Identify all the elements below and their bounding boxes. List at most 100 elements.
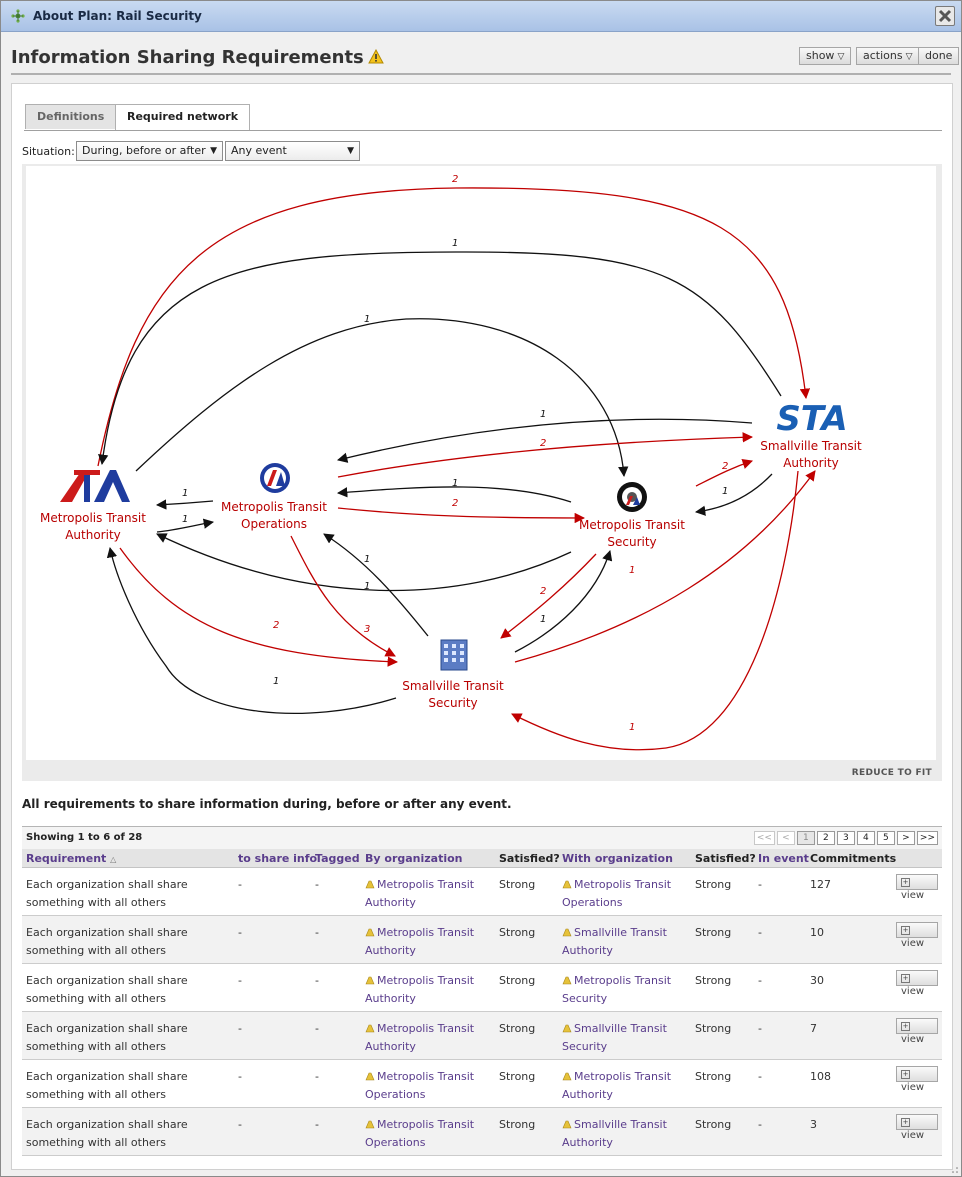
by-organization-link[interactable]: Metropolis Transit Authority [365, 1022, 475, 1053]
window-titlebar[interactable]: About Plan: Rail Security [1, 1, 961, 32]
edge-mto-sta[interactable] [337, 432, 754, 478]
expand-icon: + [901, 926, 910, 935]
with-organization-link[interactable]: Smallville Transit Authority [562, 926, 667, 957]
timing-select[interactable]: During, before or after ▼ [76, 141, 223, 161]
edge-mto-mta[interactable] [155, 499, 214, 510]
in-event-cell: - [754, 915, 806, 964]
column-header-actions [892, 849, 942, 868]
edge-sts-mta[interactable] [106, 546, 397, 715]
page-button[interactable]: 5 [876, 831, 895, 845]
edge-mta-mto[interactable] [156, 518, 215, 533]
organization-icon [562, 1120, 572, 1129]
dropdown-arrow-icon: ▼ [210, 146, 217, 156]
close-button[interactable] [935, 6, 955, 26]
event-select[interactable]: Any event ▼ [225, 141, 360, 161]
share-info-cell: - [234, 963, 311, 1012]
page-button[interactable]: 2 [816, 831, 835, 845]
view-button[interactable]: + view [896, 970, 938, 997]
actions-cell: + view [892, 1107, 942, 1156]
node-metropolis-transit-security[interactable]: Metropolis Transit Security [579, 482, 685, 549]
reduce-to-fit-button[interactable]: REDUCE TO FIT [851, 768, 932, 778]
node-label: Security [428, 696, 477, 710]
edge-mts-mta[interactable] [156, 533, 572, 592]
page-button[interactable]: 4 [856, 831, 875, 845]
edge-sts-mto[interactable] [323, 533, 429, 637]
node-metropolis-transit-authority[interactable]: Metropolis Transit Authority [40, 470, 146, 542]
by-organization-link[interactable]: Metropolis Transit Authority [365, 974, 475, 1005]
with-organization-link[interactable]: Smallville Transit Authority [562, 1118, 667, 1149]
network-graph-svg: 2 1 1 1 2 1 2 1 1 2 1 1 1 1 2 1 2 [40, 174, 862, 751]
edge-label: 1 [364, 581, 370, 592]
prev-page-button[interactable]: < [776, 831, 795, 845]
with-organization-link[interactable]: Smallville Transit Security [562, 1022, 667, 1053]
edge-sts-mts[interactable] [514, 550, 613, 653]
with-organization-link[interactable]: Metropolis Transit Authority [562, 1070, 672, 1101]
page-button[interactable]: 1 [796, 831, 815, 845]
edge-mta-sta[interactable] [97, 187, 811, 467]
last-page-button[interactable]: >> [916, 831, 938, 845]
column-header-with-organization[interactable]: With organization [558, 849, 691, 868]
edge-mta-mts[interactable] [135, 318, 629, 478]
node-metropolis-transit-operations[interactable]: Metropolis Transit Operations [221, 463, 327, 531]
with-organization-link[interactable]: Metropolis Transit Operations [562, 878, 672, 909]
column-header-in-event[interactable]: In event [754, 849, 809, 868]
organization-icon [562, 1072, 572, 1081]
view-button[interactable]: + view [896, 1066, 938, 1093]
edge-mts-sts[interactable] [500, 553, 597, 639]
satisfied-by-cell: Strong [495, 963, 558, 1012]
edge-label: 1 [273, 676, 279, 687]
dropdown-arrow-icon: ▼ [347, 146, 354, 156]
edge-mto-sts[interactable] [290, 535, 396, 657]
with-organization-link[interactable]: Metropolis Transit Security [562, 974, 672, 1005]
edge-sta-mta[interactable] [98, 251, 782, 466]
node-label: Authority [65, 528, 121, 542]
page-button[interactable]: 3 [836, 831, 855, 845]
organization-icon [365, 928, 375, 937]
first-page-button[interactable]: << [753, 831, 775, 845]
with-organization-cell: Metropolis Transit Security [558, 963, 691, 1012]
node-label: Metropolis Transit [40, 511, 146, 525]
resize-grip-icon[interactable] [951, 1166, 959, 1174]
by-organization-link[interactable]: Metropolis Transit Authority [365, 878, 475, 909]
view-button[interactable]: + view [896, 874, 938, 901]
by-organization-link[interactable]: Metropolis Transit Operations [365, 1070, 475, 1101]
satisfied-with-cell: Strong [691, 1107, 754, 1156]
actions-menu-button[interactable]: actions ▽ [856, 47, 920, 65]
chevron-down-icon: ▽ [905, 52, 913, 62]
tagged-cell: - [311, 867, 361, 916]
node-label: Smallville Transit [760, 439, 862, 453]
event-value: Any event [231, 144, 287, 157]
tab-required-network[interactable]: Required network [115, 104, 251, 130]
by-organization-link[interactable]: Metropolis Transit Authority [365, 926, 475, 957]
node-smallville-transit-security[interactable]: Smallville Transit Security [402, 639, 504, 710]
column-header-requirement[interactable]: Requirement △ [22, 849, 234, 868]
edge-label: 2 [452, 498, 458, 509]
commitments-cell: 108 [806, 1059, 892, 1108]
tab-bar: Definitions Required network [24, 104, 942, 131]
view-button[interactable]: + view [896, 1114, 938, 1141]
by-organization-link[interactable]: Metropolis Transit Operations [365, 1118, 475, 1149]
show-menu-button[interactable]: show ▽ [799, 47, 852, 65]
edge-sts-sta[interactable] [514, 470, 816, 663]
column-header-to-share-info[interactable]: to share info [234, 849, 317, 868]
close-icon [938, 9, 952, 23]
edge-mts-sta[interactable] [695, 459, 753, 487]
column-header-tagged[interactable]: Tagged [311, 849, 361, 868]
edge-sta-mto[interactable] [336, 418, 753, 463]
node-smallville-transit-authority[interactable]: STA Smallville Transit Authority [760, 399, 862, 470]
edge-mts-mto[interactable] [336, 486, 572, 503]
edge-sta-sts[interactable] [511, 470, 799, 751]
view-button[interactable]: + view [896, 922, 938, 949]
network-graph[interactable]: 2 1 1 1 2 1 2 1 1 2 1 1 1 1 2 1 2 [26, 166, 936, 760]
column-header-by-organization[interactable]: By organization [361, 849, 495, 868]
tab-definitions[interactable]: Definitions [25, 104, 117, 129]
view-button[interactable]: + view [896, 1018, 938, 1045]
edge-sta-mts[interactable] [694, 473, 773, 516]
main-panel: Definitions Required network Situation: … [11, 83, 953, 1170]
edge-mta-sts[interactable] [119, 547, 399, 667]
table-row: Each organization shall share something … [22, 867, 942, 916]
edge-mto-mts[interactable] [337, 507, 586, 524]
done-button[interactable]: done [918, 47, 960, 65]
commitments-cell: 7 [806, 1011, 892, 1060]
next-page-button[interactable]: > [896, 831, 915, 845]
